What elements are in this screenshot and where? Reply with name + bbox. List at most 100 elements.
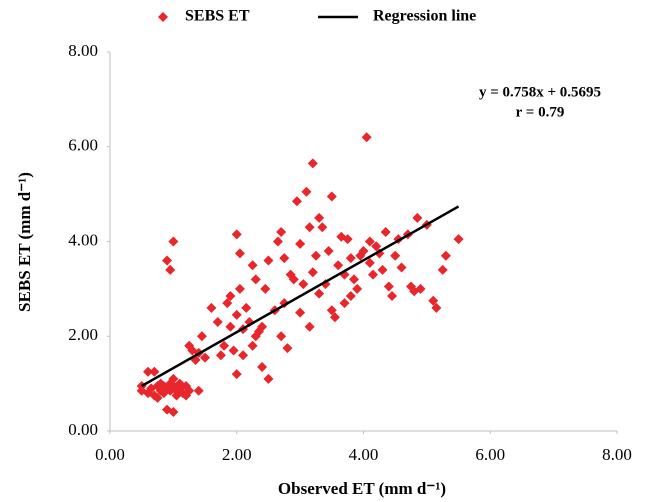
scatter-point [412,212,423,223]
scatter-point [225,290,236,301]
scatter-point [206,302,217,313]
scatter-point [440,250,451,261]
scatter-point [348,274,359,285]
scatter-point [377,264,388,275]
annotation: y = 0.758x + 0.5695 [479,84,601,100]
scatter-point [168,236,179,247]
scatter-point [193,385,204,396]
scatter-point [272,236,283,247]
scatter-point [387,290,398,301]
scatter-point [263,373,274,384]
x-tick-label: 4.00 [349,445,379,464]
scatter-point [162,255,173,266]
scatter-point [257,321,268,332]
scatter-point [437,264,448,275]
scatter-point [247,260,258,271]
scatter-point [228,345,239,356]
y-tick-label: 2.00 [68,325,98,344]
scatter-point [165,264,176,275]
y-tick-label: 4.00 [68,230,98,249]
x-axis-label: Observed ET (mm d⁻¹) [278,479,446,498]
scatter-point [260,283,271,294]
scatter-point [380,227,391,238]
scatter-point [200,352,211,363]
scatter-point [342,234,353,245]
scatter-point [326,305,337,316]
scatter-point [364,257,375,268]
scatter-point [368,269,379,280]
scatter-point [298,279,309,290]
scatter-point [234,283,245,294]
scatter-point [291,196,302,207]
scatter-point [149,366,160,377]
scatter-point [276,227,287,238]
scatter-point [184,385,195,396]
scatter-point [225,321,236,332]
scatter-point [168,407,179,418]
x-tick-label: 0.00 [95,445,125,464]
scatter-point [238,350,249,361]
scatter-point [361,132,372,143]
scatter-point [279,253,290,264]
scatter-point [250,274,261,285]
scatter-point [453,234,464,245]
x-tick-label: 8.00 [602,445,632,464]
scatter-point [304,321,315,332]
scatter-point [143,366,154,377]
scatter-point [329,312,340,323]
y-tick-label: 8.00 [68,41,98,60]
scatter-point [212,317,223,328]
scatter-point [295,238,306,249]
x-tick-label: 2.00 [222,445,252,464]
scatter-point [282,343,293,354]
scatter-point [371,241,382,252]
scatter-point [304,222,315,233]
scatter-point [222,298,233,309]
scatter-point [314,212,325,223]
scatter-point [307,267,318,278]
scatter-point [231,369,242,380]
y-tick-label: 6.00 [68,136,98,155]
scatter-point [383,281,394,292]
scatter-point [231,309,242,320]
y-axis-label: SEBS ET (mm d⁻¹) [15,172,34,312]
scatter-point [431,302,442,313]
regression-line [141,205,460,388]
scatter-point [276,331,287,342]
scatter-point [168,373,179,384]
scatter-point [263,255,274,266]
scatter-point [307,158,318,169]
legend-label: Regression line [373,8,476,25]
scatter-point [250,331,261,342]
scatter-point [333,260,344,271]
scatter-point [358,245,369,256]
scatter-point [326,191,337,202]
scatter-point [364,236,375,247]
legend-label: SEBS ET [185,8,250,25]
scatter-point [339,298,350,309]
scatter-point [196,331,207,342]
scatter-point [288,274,299,285]
scatter-point [314,288,325,299]
legend-swatch [158,12,168,22]
scatter-point [428,295,439,306]
scatter-point [323,245,334,256]
scatter-point [345,253,356,264]
scatter-point [241,302,252,313]
scatter-point [152,392,163,403]
scatter-point [295,307,306,318]
scatter-point [396,262,407,273]
scatter-point [247,340,258,351]
annotation: r = 0.79 [516,104,565,120]
scatter-point [352,283,363,294]
scatter-point [231,229,242,240]
scatter-point [215,350,226,361]
scatter-point [317,222,328,233]
scatter-point [301,186,312,197]
scatter-point [257,362,268,373]
scatter-point [345,290,356,301]
scatter-point [310,250,321,261]
x-tick-label: 6.00 [475,445,505,464]
scatter-point [234,248,245,259]
